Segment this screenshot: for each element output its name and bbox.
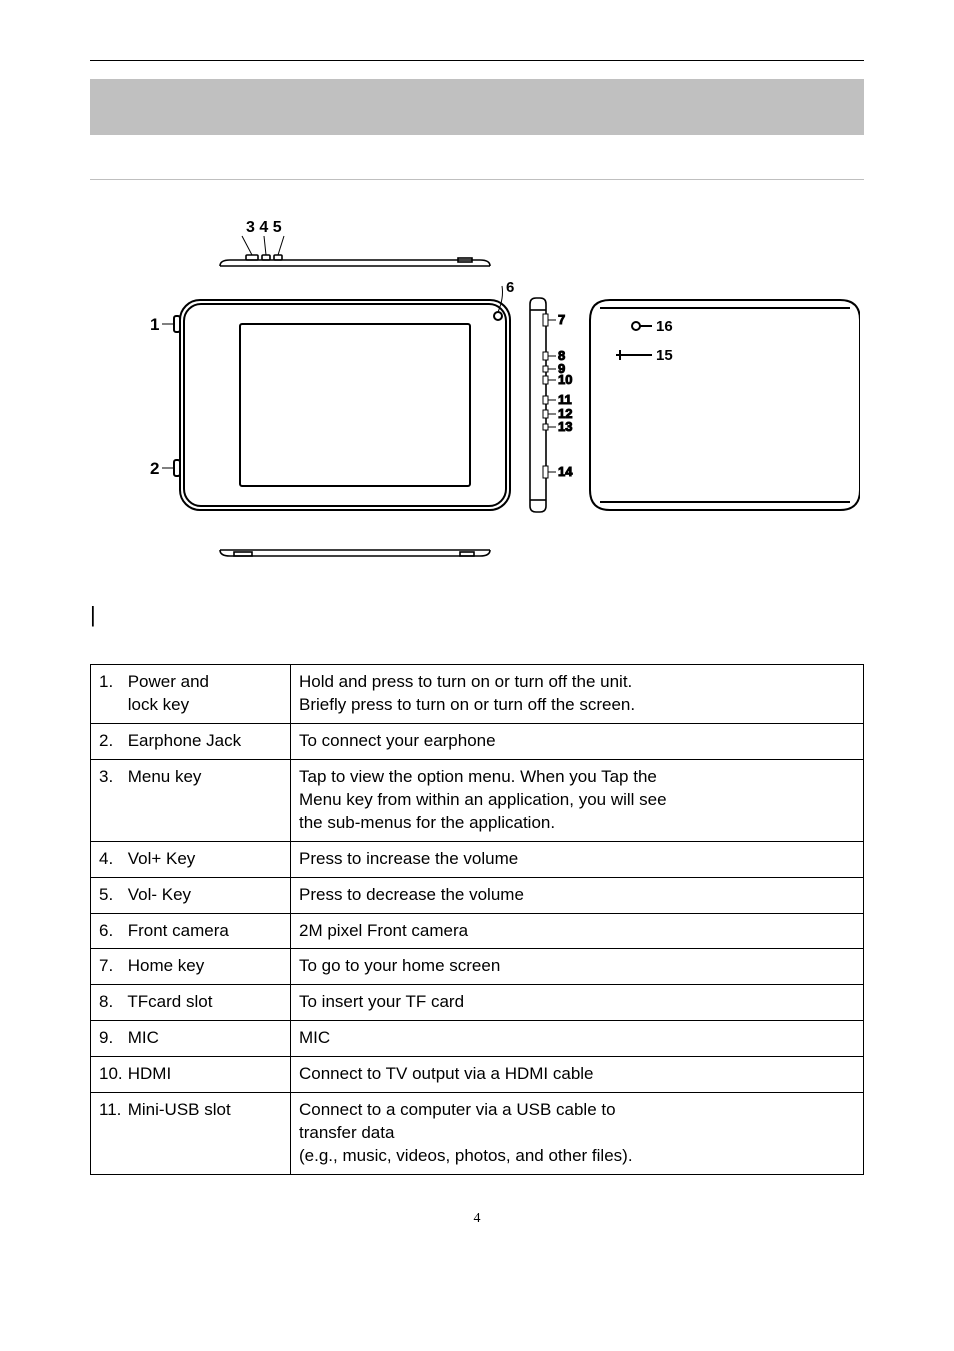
part-desc: Tap to view the option menu. When you Ta… xyxy=(291,759,864,841)
table-row: 2. Earphone JackTo connect your earphone xyxy=(91,723,864,759)
svg-text:6: 6 xyxy=(506,279,514,296)
table-row: 1. Power and lock keyHold and press to t… xyxy=(91,665,864,724)
part-key: 10. HDMI xyxy=(91,1057,291,1093)
svg-text:14: 14 xyxy=(558,464,573,479)
part-key: 1. Power and lock key xyxy=(91,665,291,724)
part-desc: Hold and press to turn on or turn off th… xyxy=(291,665,864,724)
svg-text:16: 16 xyxy=(656,318,673,335)
svg-text:13: 13 xyxy=(558,419,572,434)
part-key: 9. MIC xyxy=(91,1021,291,1057)
part-desc: To connect your earphone xyxy=(291,723,864,759)
parts-table: 1. Power and lock keyHold and press to t… xyxy=(90,664,864,1175)
part-key: 2. Earphone Jack xyxy=(91,723,291,759)
table-row: 10. HDMIConnect to TV output via a HDMI … xyxy=(91,1057,864,1093)
section-heading-bar xyxy=(90,79,864,135)
svg-text:11: 11 xyxy=(558,392,572,407)
part-desc: To go to your home screen xyxy=(291,949,864,985)
table-row: 7. Home keyTo go to your home screen xyxy=(91,949,864,985)
svg-text:15: 15 xyxy=(656,347,673,364)
part-key: 3. Menu key xyxy=(91,759,291,841)
table-row: 6. Front camera2M pixel Front camera xyxy=(91,913,864,949)
part-key: 7. Home key xyxy=(91,949,291,985)
table-row: 3. Menu keyTap to view the option menu. … xyxy=(91,759,864,841)
part-desc: Connect to a computer via a USB cable to… xyxy=(291,1093,864,1175)
part-key: 5. Vol- Key xyxy=(91,877,291,913)
part-key: 11. Mini-USB slot xyxy=(91,1093,291,1175)
device-diagram: 3 4 5 6 1 2 xyxy=(90,179,864,590)
svg-text:1: 1 xyxy=(150,315,159,334)
part-desc: Press to decrease the volume xyxy=(291,877,864,913)
part-desc: MIC xyxy=(291,1021,864,1057)
part-key: 6. Front camera xyxy=(91,913,291,949)
diagram-top-labels: 3 4 5 xyxy=(246,220,282,236)
table-row: 8. TFcard slotTo insert your TF card xyxy=(91,985,864,1021)
text-cursor: | xyxy=(90,602,864,628)
part-key: 4. Vol+ Key xyxy=(91,841,291,877)
part-desc: Press to increase the volume xyxy=(291,841,864,877)
svg-text:10: 10 xyxy=(558,372,572,387)
part-desc: To insert your TF card xyxy=(291,985,864,1021)
table-row: 4. Vol+ KeyPress to increase the volume xyxy=(91,841,864,877)
svg-text:2: 2 xyxy=(150,459,159,478)
top-rule xyxy=(90,60,864,61)
part-desc: Connect to TV output via a HDMI cable xyxy=(291,1057,864,1093)
table-row: 5. Vol- KeyPress to decrease the volume xyxy=(91,877,864,913)
page-number: 4 xyxy=(90,1211,864,1227)
svg-text:7: 7 xyxy=(558,312,565,327)
table-row: 9. MICMIC xyxy=(91,1021,864,1057)
table-row: 11. Mini-USB slotConnect to a computer v… xyxy=(91,1093,864,1175)
part-key: 8. TFcard slot xyxy=(91,985,291,1021)
part-desc: 2M pixel Front camera xyxy=(291,913,864,949)
